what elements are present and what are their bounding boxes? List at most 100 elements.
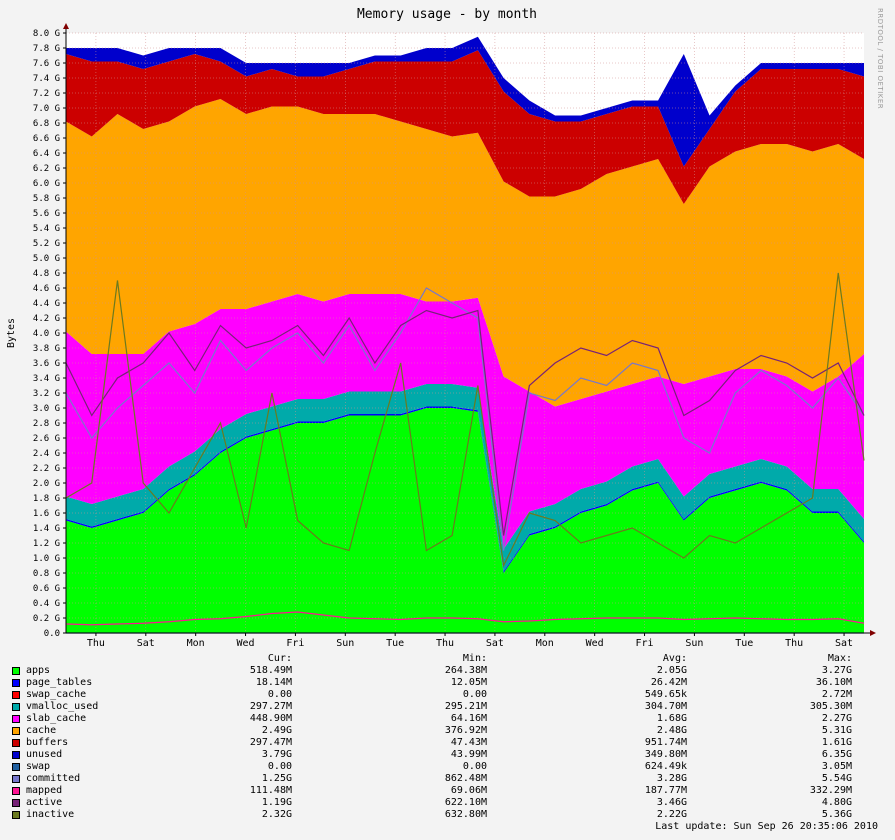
y-tick-label: 7.0 G — [33, 104, 60, 114]
legend-cur: 1.25G — [261, 773, 292, 784]
x-tick-label: Thu — [87, 638, 105, 649]
legend-min: 69.06M — [450, 785, 487, 796]
legend-name: inactive — [26, 809, 75, 820]
axes-frame — [63, 23, 876, 636]
legend-min: 0.00 — [462, 689, 487, 700]
y-tick-label: 4.2 G — [33, 314, 60, 324]
legend-cur: 297.27M — [249, 701, 292, 712]
area-buffers — [66, 50, 864, 204]
legend-max: 5.31G — [821, 725, 852, 736]
x-tick-label: Thu — [785, 638, 803, 649]
legend-min: 376.92M — [444, 725, 487, 736]
legend-cur: 18.14M — [255, 677, 292, 688]
legend-row: page_tables 18.14M 12.05M 26.42M 36.10M — [12, 677, 872, 689]
legend: Cur: Min: Avg: Max: apps 518.49M 264.38M 2.… — [12, 653, 872, 821]
area-slab_cache — [66, 294, 864, 549]
y-tick-label: 0.4 G — [33, 599, 60, 609]
legend-swatch — [12, 703, 20, 711]
legend-swatch — [12, 679, 20, 687]
y-axis-arrow — [63, 23, 69, 29]
legend-swatch — [12, 811, 20, 819]
legend-max: 5.54G — [821, 773, 852, 784]
legend-avg: 304.70M — [644, 701, 687, 712]
y-tick-label: 1.4 G — [33, 524, 60, 534]
legend-max: 332.29M — [809, 785, 852, 796]
legend-row: swap 0.00 0.00 624.49k 3.05M — [12, 761, 872, 773]
legend-cur: 2.49G — [261, 725, 292, 736]
legend-min: 862.48M — [444, 773, 487, 784]
y-tick-label: 5.6 G — [33, 209, 60, 219]
legend-max: 6.35G — [821, 749, 852, 760]
x-tick-label: Sat — [137, 638, 155, 649]
legend-name: page_tables — [26, 677, 93, 688]
y-tick-label: 0.0 — [44, 629, 60, 639]
legend-name: buffers — [26, 737, 69, 748]
legend-swatch — [12, 691, 20, 699]
y-tick-label: 4.0 G — [33, 329, 60, 339]
legend-avg: 3.28G — [656, 773, 687, 784]
legend-name: unused — [26, 749, 63, 760]
legend-avg: 549.65k — [644, 689, 687, 700]
legend-swatch — [12, 667, 20, 675]
legend-min: 64.16M — [450, 713, 487, 724]
legend-name: vmalloc_used — [26, 701, 99, 712]
legend-max: 1.61G — [821, 737, 852, 748]
y-tick-label: 3.6 G — [33, 359, 60, 369]
x-tick-label: Sun — [336, 638, 354, 649]
y-tick-label: 2.2 G — [33, 464, 60, 474]
y-tick-label: 7.8 G — [33, 44, 60, 54]
line-mapped — [65, 611, 865, 626]
y-tick-label: 6.0 G — [33, 179, 60, 189]
y-tick-label: 1.2 G — [33, 539, 60, 549]
legend-row: vmalloc_used 297.27M 295.21M 304.70M 305.30M — [12, 701, 872, 713]
header-min: Min: — [462, 653, 487, 664]
watermark: RRDTOOL / TOBI OETIKER — [876, 8, 884, 110]
legend-name: slab_cache — [26, 713, 87, 724]
x-tick-label: Thu — [436, 638, 454, 649]
legend-name: committed — [26, 773, 81, 784]
legend-name: swap_cache — [26, 689, 87, 700]
chart-title: Memory usage - by month — [357, 7, 537, 22]
legend-row: active 1.19G 622.10M 3.46G 4.80G — [12, 797, 872, 809]
legend-avg: 187.77M — [644, 785, 687, 796]
x-tick-label: Fri — [636, 638, 654, 649]
legend-max: 5.36G — [821, 809, 852, 820]
legend-min: 632.80M — [444, 809, 487, 820]
header-max: Max: — [827, 653, 852, 664]
legend-swatch — [12, 739, 20, 747]
x-tick-label: Sat — [835, 638, 853, 649]
x-tick-label: Tue — [386, 638, 404, 649]
legend-row: unused 3.79G 43.99M 349.80M 6.35G — [12, 749, 872, 761]
legend-cur: 2.32G — [261, 809, 292, 820]
y-tick-label: 2.4 G — [33, 449, 60, 459]
y-tick-label: 2.0 G — [33, 479, 60, 489]
legend-avg: 2.48G — [656, 725, 687, 736]
y-tick-label: 3.8 G — [33, 344, 60, 354]
legend-avg: 951.74M — [644, 737, 687, 748]
x-tick-label: Fri — [286, 638, 304, 649]
legend-cur: 518.49M — [249, 665, 292, 676]
y-tick-label: 8.0 G — [33, 29, 60, 39]
legend-avg: 349.80M — [644, 749, 687, 760]
legend-avg: 624.49k — [644, 761, 687, 772]
area-vmalloc_used — [66, 384, 864, 572]
legend-name: mapped — [26, 785, 63, 796]
legend-row: committed 1.25G 862.48M 3.28G 5.54G — [12, 773, 872, 785]
legend-min: 295.21M — [444, 701, 487, 712]
chart: Memory usage - by month Bytes 0.00.2 G0.… — [6, 7, 876, 649]
y-tick-label: 0.8 G — [33, 569, 60, 579]
legend-row: slab_cache 448.90M 64.16M 1.68G 2.27G — [12, 713, 872, 725]
y-tick-label: 5.8 G — [33, 194, 60, 204]
legend-max: 3.05M — [821, 761, 852, 772]
header-avg: Avg: — [662, 653, 687, 664]
stacked-areas — [66, 36, 864, 633]
legend-row: apps 518.49M 264.38M 2.05G 3.27G — [12, 665, 872, 677]
legend-max: 3.27G — [821, 665, 852, 676]
header-cur: Cur: — [267, 653, 292, 664]
y-axis: 0.0 0.2 G 0.4 G 0.6 G 0.8 G 1.0 G 1.2 G 1.4 G 1.… — [33, 29, 66, 639]
legend-max: 2.27G — [821, 713, 852, 724]
y-tick-label: 6.4 G — [33, 149, 60, 159]
legend-cur: 0.00 — [267, 761, 292, 772]
y-tick-label: 1.0 G — [33, 554, 60, 564]
legend-swatch — [12, 799, 20, 807]
